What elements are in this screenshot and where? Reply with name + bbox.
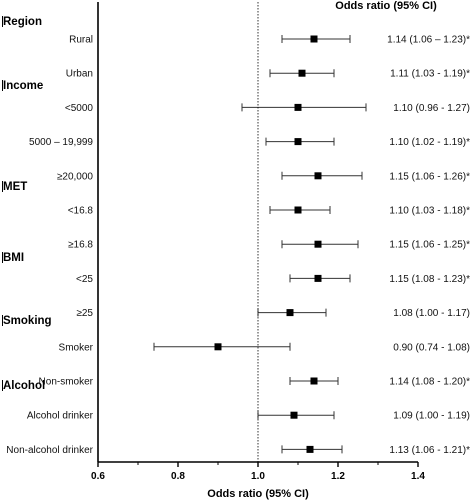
row-label: ≥20,000 bbox=[57, 171, 94, 182]
x-tick-label: 0.8 bbox=[171, 471, 185, 482]
row-label: ≥16.8 bbox=[68, 240, 93, 251]
x-axis-title: Odds ratio (95% CI) bbox=[207, 488, 309, 500]
or-ci-text: 1.11 (1.03 - 1.19)* bbox=[390, 69, 470, 80]
or-column-header: Odds ratio (95% CI) bbox=[335, 0, 437, 12]
or-point bbox=[286, 309, 294, 317]
or-point bbox=[306, 445, 314, 453]
or-point bbox=[298, 69, 306, 77]
or-ci-text: 1.15 (1.08 - 1.23)* bbox=[389, 274, 470, 285]
or-ci-text: 1.15 (1.06 - 1.25)* bbox=[389, 240, 470, 251]
group-label: Smoking bbox=[3, 315, 52, 327]
row-label: Urban bbox=[66, 69, 93, 80]
or-ci-text: 1.14 (1.08 - 1.20)* bbox=[389, 377, 470, 388]
row-label: Alcohol drinker bbox=[27, 411, 94, 422]
or-ci-text: 1.13 (1.06 - 1.21)* bbox=[389, 445, 470, 456]
or-ci-text: 1.10 (1.02 - 1.19)* bbox=[389, 137, 470, 148]
row-label: Non-alcohol drinker bbox=[6, 445, 93, 456]
row-label: <16.8 bbox=[68, 206, 94, 217]
or-point bbox=[294, 206, 302, 214]
or-ci-text: 1.14 (1.06 – 1.23)* bbox=[387, 35, 470, 46]
or-ci-text: 1.10 (0.96 - 1.27) bbox=[393, 103, 470, 114]
or-point bbox=[310, 377, 318, 385]
group-label: MET bbox=[3, 181, 27, 193]
or-point bbox=[290, 411, 298, 419]
or-point bbox=[294, 103, 302, 111]
group-label: Alcohol bbox=[3, 380, 45, 392]
x-tick-label: 1.4 bbox=[411, 471, 425, 482]
row-label: <5000 bbox=[65, 103, 94, 114]
or-point bbox=[294, 138, 302, 146]
x-tick-label: 1.2 bbox=[331, 471, 345, 482]
group-label: BMI bbox=[3, 252, 24, 264]
row-label: <25 bbox=[76, 274, 93, 285]
or-point bbox=[314, 172, 322, 180]
row-label: ≥25 bbox=[76, 308, 93, 319]
group-label: Region bbox=[3, 16, 42, 28]
or-ci-text: 1.10 (1.03 - 1.18)* bbox=[389, 206, 470, 217]
row-label: 5000 – 19,999 bbox=[29, 137, 93, 148]
x-tick-label: 0.6 bbox=[91, 471, 105, 482]
rows-layer: Region Rural 1.14 (1.06 – 1.23)* Urban 1.11 … bbox=[2, 16, 470, 456]
or-point bbox=[310, 35, 318, 43]
or-point bbox=[214, 343, 222, 351]
x-tick-label: 1.0 bbox=[251, 471, 265, 482]
or-ci-text: 0.90 (0.74 - 1.08) bbox=[393, 342, 470, 353]
or-ci-text: 1.09 (1.00 - 1.19) bbox=[393, 411, 470, 422]
row-label: Rural bbox=[69, 35, 93, 46]
or-point bbox=[314, 240, 322, 248]
row-label: Smoker bbox=[59, 342, 94, 353]
x-axis: 0.6 0.8 1.0 1.2 1.4 bbox=[91, 2, 425, 482]
group-label: Income bbox=[3, 80, 43, 92]
or-ci-text: 1.08 (1.00 - 1.17) bbox=[393, 308, 470, 319]
row-label: Non-smoker bbox=[39, 377, 94, 388]
or-ci-text: 1.15 (1.06 - 1.26)* bbox=[389, 171, 470, 182]
or-point bbox=[314, 274, 322, 282]
